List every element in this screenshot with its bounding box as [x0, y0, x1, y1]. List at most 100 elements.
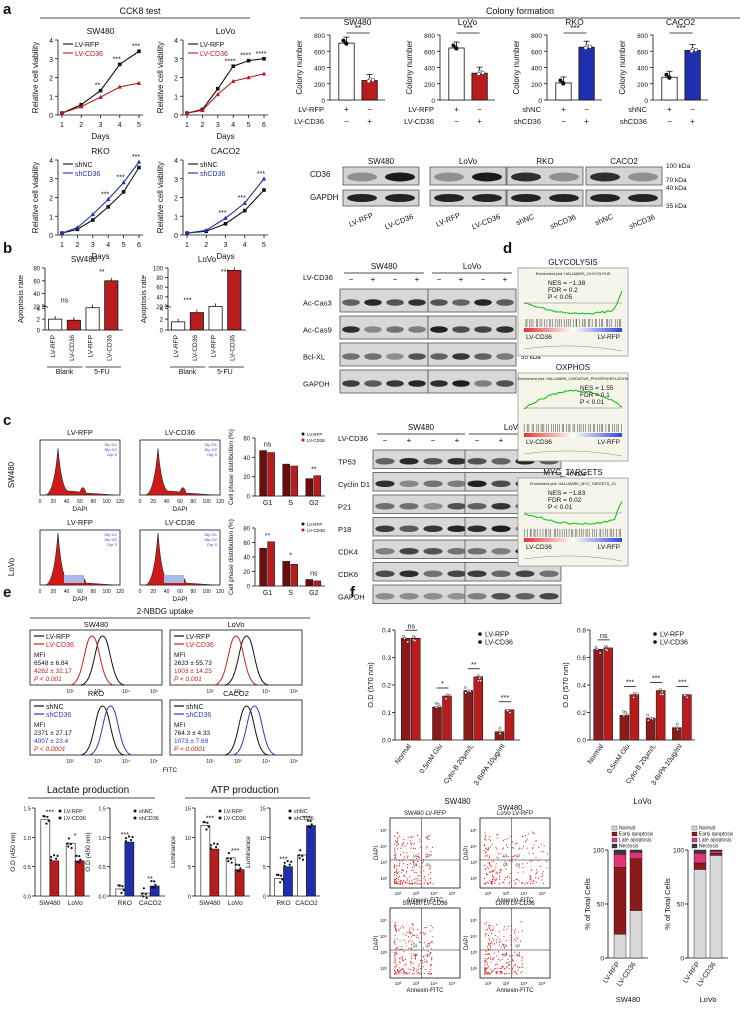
wb-b-band [386, 353, 404, 360]
gsea-GLYCOLYSIS-left-label: LV-CD36 [526, 334, 552, 341]
stack-LoVo-legend-label: Late apoptosis [699, 838, 732, 844]
apoptosis-SW480-sig: ns [61, 297, 69, 304]
lactate-b-sig: ** [147, 876, 153, 883]
od-LoVo-ytick-label: 0.4 [577, 683, 586, 690]
wb-a-lane-label: LV-RFP [347, 211, 374, 229]
uptake-RKO-mfi-2: 4007 ± 23.4 [34, 738, 69, 745]
cck8-RKO-ytick-label: 0 [49, 233, 53, 240]
wb-c-row-label: TP53 [338, 457, 356, 466]
od-SW480-dot [403, 636, 406, 640]
lactate-a-dot [67, 845, 70, 848]
annexin-LoVo LV-RFP-quadrant: Q4 [516, 863, 521, 867]
uptake-LoVo-curve [213, 635, 259, 686]
flow-SW480-LV-CD36-legend: Dip G2 [205, 447, 218, 452]
flow-LoVo-LV-CD36-legend: Dip S [207, 542, 217, 547]
cycle-SW480-bar [313, 475, 322, 497]
atp-b-bar [274, 878, 284, 897]
annexin-LoVo LV-RFP-xtick-label: 10⁴ [521, 891, 528, 896]
cck8-LoVo-series-LV-RFP [186, 58, 265, 114]
colony-LoVo-ytick-label: 400 [424, 66, 435, 73]
od-SW480-dot [498, 732, 502, 735]
annexin-LoVo LV-RFP-ylabel: DAPI [464, 846, 470, 860]
cck8-CACO2-xtick-label: 5 [262, 242, 266, 249]
gsea-OXPHOS-rank-bar [524, 433, 622, 437]
od-LoVo-dot [624, 711, 627, 714]
atp-title: ATP production [211, 785, 279, 796]
uptake-CACO2-title: CACO2 [223, 689, 249, 698]
cck8-SW480-xtick-label: 3 [99, 122, 103, 129]
lactate-a-ytick-label: 0.5 [23, 865, 31, 871]
wb-b-band [430, 380, 448, 387]
cck8-RKO-point [106, 196, 111, 202]
cycle-SW480-bar [259, 450, 267, 497]
lactate-a-group-label: LoVo [68, 900, 83, 907]
uptake-RKO-title: RKO [88, 689, 104, 698]
apoptosis-LoVo-group-label: 5-FU [217, 369, 233, 376]
od-LoVo-legend-swatch [653, 632, 657, 636]
annexin-LoVo LV-RFP-ytick-label: 10⁴ [470, 844, 477, 849]
stack-SW480-ytick-label: 0 [600, 956, 604, 963]
od-SW480-bar [442, 695, 452, 741]
od-SW480-dot [478, 676, 482, 680]
wb-b-band [430, 353, 448, 360]
cck8-LoVo-ytick-label: 4 [174, 38, 178, 45]
atp-a-legend-swatch [218, 809, 222, 813]
atp-a-bar [225, 857, 236, 897]
lactate-b-dot [154, 883, 157, 886]
colony-LoVo-dot [451, 43, 456, 48]
panel-letter-d: d [503, 240, 512, 257]
cycle-LoVo-bar [259, 548, 267, 587]
od-LoVo-dot [661, 693, 665, 696]
cck8-SW480-point [117, 84, 122, 89]
flow-LoVo-LV-RFP-legend: Dip S [107, 542, 117, 547]
apoptosis-LoVo-ylabel: Apoptosis rate [139, 275, 148, 323]
cck8-RKO-xlabel: Days [91, 252, 109, 261]
cck8-RKO-series-shCD36 [61, 161, 140, 234]
colony-RKO-row-label: shCD36 [514, 117, 541, 126]
od-SW480-bar [411, 638, 421, 741]
cck8-SW480-xtick-label: 2 [79, 122, 83, 129]
apoptosis-SW480-bar [85, 307, 100, 331]
uptake-RKO-xtick-label: 10⁵ [150, 759, 158, 765]
cck8-CACO2-point [242, 208, 247, 213]
gsea-GLYCOLYSIS-subtitle: Enrichment plot: HALLMARK_GLYCOLYSIS [536, 272, 611, 276]
wb-b-mark: − [437, 275, 442, 284]
uptake-RKO-mfi-label: MFI [34, 722, 45, 729]
colony-RKO-row-mark: + [561, 105, 566, 114]
annexin-SW480 LV-CD36-quadrant: Q3 [413, 953, 418, 957]
cck8-RKO-legend-label: shNC [75, 162, 93, 169]
cycle-SW480-group-label: S [288, 500, 293, 507]
colony-SW480-dot [343, 41, 349, 46]
stack-LoVo-segment [709, 849, 723, 852]
lactate-a-dot [49, 855, 53, 859]
uptake-SW480-frame [29, 629, 163, 686]
uptake-LoVo-mfi-1: 2633 ± 55.73 [174, 660, 212, 667]
stack-SW480-legend-label: Normal [619, 826, 635, 832]
flow-SW480-LV-RFP-xtick-label: 60 [77, 499, 83, 505]
colony-LoVo-ylabel: Colony number [405, 40, 414, 95]
flow-LoVo-LV-CD36-legend: Dip G1 [205, 532, 218, 537]
annexin-LoVo LV-RFP-events [484, 831, 548, 885]
atp-a-dot [239, 867, 242, 870]
od-LoVo-sig: *** [652, 676, 660, 683]
od-SW480-dot [498, 729, 501, 733]
od-SW480-sig: * [441, 681, 444, 688]
od-LoVo-ytick-label: 0.6 [577, 655, 586, 662]
atp-a-ylabel: Luminance [170, 836, 177, 868]
wb-a-lane-label: LV-CD36 [471, 212, 502, 232]
colony-LoVo-ytick-label: 800 [424, 33, 435, 40]
od-LoVo-ytick-label: 0.8 [577, 628, 586, 635]
cck8-CACO2-point [223, 221, 228, 226]
gsea-MYC_TARGETS-left-label: LV-CD36 [526, 544, 552, 551]
atp-b-dot [309, 819, 312, 823]
wb-c-band [539, 592, 559, 600]
cycle-LoVo-ylabel: Cell phase distribution (%) [228, 519, 235, 595]
od-LoVo-dot [622, 714, 626, 717]
stack-LoVo-segment [693, 853, 707, 864]
wb-a-band-cd36 [590, 172, 620, 182]
colony-SW480-bar [338, 42, 355, 101]
od-SW480-dot [434, 701, 438, 705]
colony-RKO-ytick-label: 200 [531, 82, 542, 89]
od-SW480-bar [432, 706, 442, 741]
annexin-SW480 LV-CD36-xtick-label: 10³ [413, 981, 420, 986]
